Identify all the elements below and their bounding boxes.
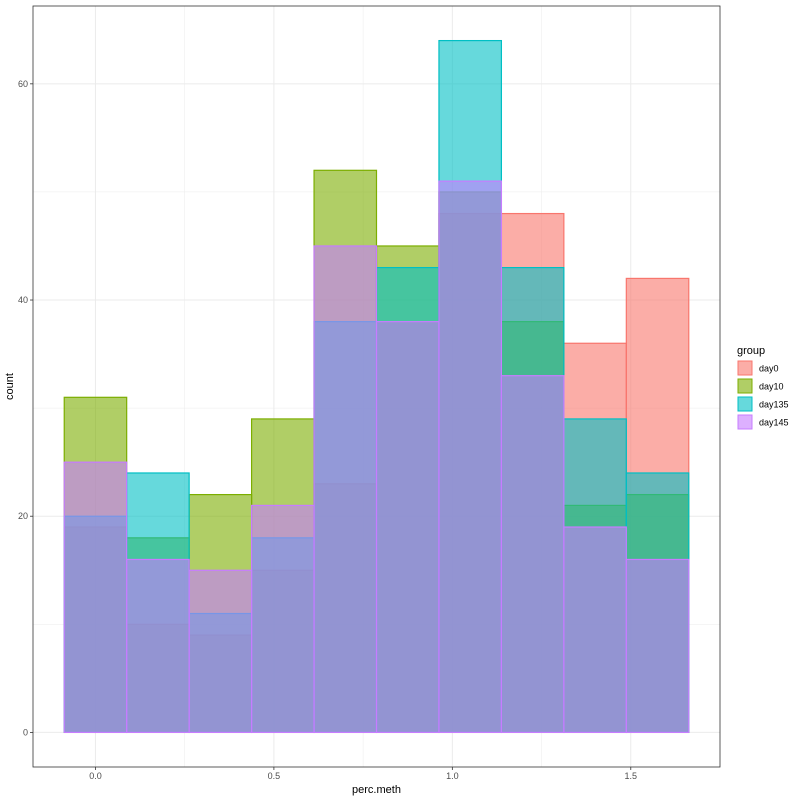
plot-panel-border	[32, 5, 721, 768]
y-tick-label: 60	[18, 79, 28, 89]
histogram-bars	[63, 39, 690, 734]
legend-label-day145: day145	[759, 418, 789, 428]
bar-day145-bin-1	[126, 558, 190, 734]
y-tick-label: 0	[23, 727, 28, 737]
x-tick-label: 0.5	[268, 771, 281, 781]
legend: group day0 day10 day135 day145	[737, 345, 789, 430]
legend-key-day135	[737, 396, 753, 412]
legend-key-day0	[737, 360, 753, 376]
bar-day145-bin-3	[250, 504, 315, 734]
x-tick-label: 0.0	[89, 771, 102, 781]
y-axis: 0 20 40 60	[18, 79, 33, 737]
y-tick-label: 20	[18, 511, 28, 521]
x-axis-title: perc.meth	[352, 784, 401, 796]
bar-day145-bin-6	[438, 180, 503, 734]
bar-day145-bin-2	[188, 569, 253, 734]
y-axis-title: count	[4, 373, 16, 400]
bar-day145-bin-8	[563, 526, 627, 734]
legend-key-day10	[737, 378, 753, 394]
x-tick-label: 1.0	[446, 771, 459, 781]
legend-key-day145	[737, 414, 753, 430]
series-day145	[63, 180, 690, 734]
x-tick-label: 1.5	[625, 771, 638, 781]
bar-day145-bin-7	[500, 375, 565, 734]
bar-day145-bin-9	[625, 558, 690, 734]
legend-label-day10: day10	[759, 382, 784, 392]
legend-title: group	[737, 345, 765, 357]
bar-day145-bin-0	[63, 461, 128, 734]
legend-label-day135: day135	[759, 400, 789, 410]
bar-day145-bin-4	[313, 245, 378, 734]
x-axis: 0.0 0.5 1.0 1.5	[89, 767, 637, 781]
legend-label-day0: day0	[759, 364, 779, 374]
bar-day145-bin-5	[375, 321, 440, 734]
y-tick-label: 40	[18, 295, 28, 305]
